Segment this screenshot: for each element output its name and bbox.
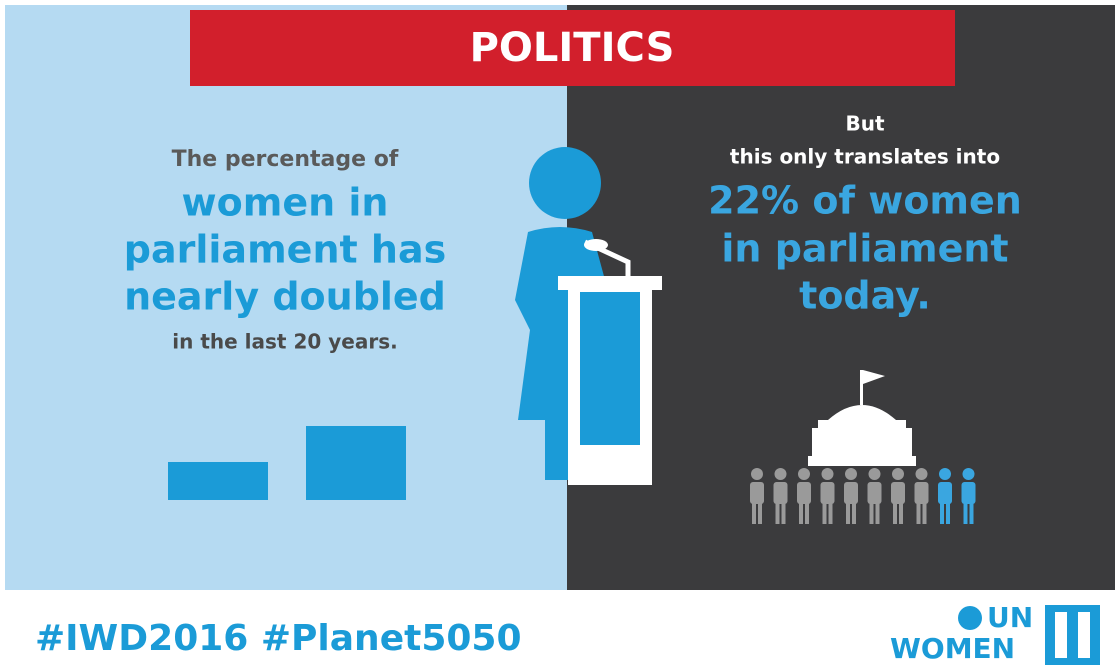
person-part: [891, 482, 905, 504]
person-part: [820, 482, 835, 504]
left-line: parliament has: [124, 228, 446, 272]
parliament-icon: [808, 370, 916, 466]
left-line: in the last 20 years.: [172, 330, 397, 354]
people-icons: [750, 468, 976, 524]
person-part: [758, 500, 762, 524]
logo: UN WOMEN: [890, 601, 1100, 665]
person-part: [805, 500, 809, 524]
hashtags: #IWD2016 #Planet5050: [35, 618, 522, 659]
person-part: [774, 468, 787, 480]
person-part: [939, 468, 951, 480]
person-part: [962, 468, 975, 480]
person-part: [846, 500, 850, 524]
person-part: [799, 500, 803, 524]
right-panel: [567, 5, 1115, 590]
right-line: 22% of women: [708, 179, 1022, 223]
logo-top: UN: [987, 601, 1033, 634]
person-part: [844, 482, 858, 504]
banner-title: POLITICS: [470, 25, 675, 71]
right-line: this only translates into: [730, 145, 1000, 169]
logo-bottom: WOMEN: [890, 632, 1015, 665]
person-part: [922, 500, 927, 524]
person-part: [781, 500, 786, 524]
person-part: [961, 482, 976, 504]
person-part: [822, 500, 827, 524]
person-part: [773, 482, 788, 504]
person-part: [869, 500, 874, 524]
person-part: [828, 500, 833, 524]
person-part: [963, 500, 968, 524]
person-part: [916, 500, 921, 524]
left-line: nearly doubled: [124, 275, 446, 319]
right-line: But: [845, 112, 884, 136]
left-line: The percentage of: [172, 147, 399, 172]
person-part: [938, 482, 952, 504]
person-part: [797, 482, 811, 504]
person-part: [775, 500, 780, 524]
bar-icon: [306, 426, 406, 500]
person-part: [969, 500, 974, 524]
right-line: today.: [799, 274, 931, 318]
person-part: [798, 468, 810, 480]
person-part: [893, 500, 897, 524]
person-part: [946, 500, 950, 524]
person-part: [892, 468, 904, 480]
right-line: in parliament: [721, 227, 1008, 271]
left-panel: [5, 5, 567, 590]
person-part: [867, 482, 882, 504]
person-part: [852, 500, 856, 524]
banner: [190, 10, 955, 86]
left-line: women in: [182, 181, 389, 225]
podium-icon: [558, 239, 662, 485]
person-part: [751, 468, 763, 480]
person-part: [752, 500, 756, 524]
person-part: [875, 500, 880, 524]
person-part: [940, 500, 944, 524]
person-part: [914, 482, 929, 504]
person-part: [845, 468, 857, 480]
person-part: [821, 468, 834, 480]
person-part: [868, 468, 881, 480]
person-part: [750, 482, 764, 504]
bar-icon: [168, 462, 268, 500]
person-part: [915, 468, 928, 480]
person-part: [899, 500, 903, 524]
